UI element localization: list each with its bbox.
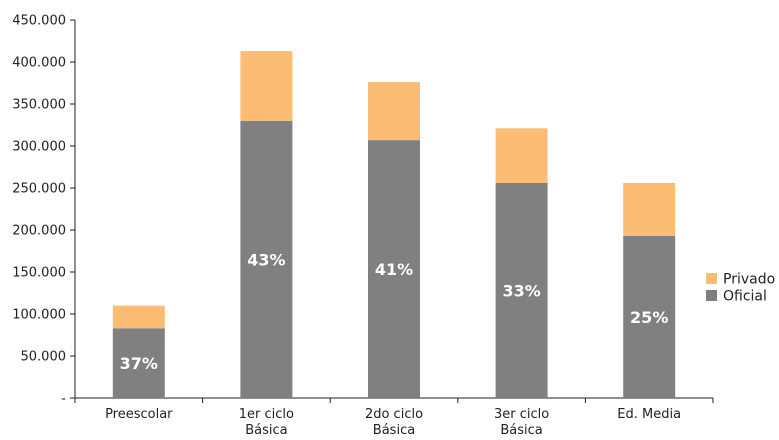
y-tick-label: 250.000 xyxy=(12,182,66,197)
bar-data-label: 33% xyxy=(502,281,540,300)
bar-privado xyxy=(240,51,293,121)
legend-swatch xyxy=(706,290,717,301)
x-tick-label: Básica xyxy=(245,423,287,438)
y-tick-label: 50.000 xyxy=(21,350,67,365)
x-tick-label: Preescolar xyxy=(105,407,173,422)
y-tick-label: 100.000 xyxy=(12,308,66,323)
bar-oficial xyxy=(623,235,676,398)
y-tick-label: 150.000 xyxy=(12,266,66,281)
bar-data-label: 37% xyxy=(120,354,158,373)
y-tick-label: 400.000 xyxy=(12,56,66,71)
bar-privado xyxy=(495,128,548,183)
chart-axes: - 50.000 100.000 150.000 200.000 250.000 300.0… xyxy=(12,14,714,438)
chart-bars xyxy=(112,51,676,399)
legend-swatch xyxy=(706,273,717,284)
y-tick-label: 300.000 xyxy=(12,140,66,155)
x-tick-label: Básica xyxy=(373,423,415,438)
y-tick-label: 200.000 xyxy=(12,224,66,239)
bar-data-label: 43% xyxy=(247,250,285,269)
y-tick-label: - xyxy=(61,392,66,407)
x-tick-label: 3er ciclo xyxy=(494,407,549,422)
y-tick-label: 450.000 xyxy=(12,14,66,29)
bar-oficial xyxy=(495,182,548,398)
legend-label: Oficial xyxy=(723,289,767,305)
bar-data-label: 25% xyxy=(630,308,668,327)
bar-privado xyxy=(623,182,676,236)
bar-privado xyxy=(112,305,165,329)
x-tick-label: Ed. Media xyxy=(617,407,681,422)
bar-oficial xyxy=(112,328,165,398)
x-tick-label: 2do ciclo xyxy=(365,407,423,422)
x-tick-label: Básica xyxy=(500,423,542,438)
bar-data-label: 41% xyxy=(375,260,413,279)
legend-label: Privado xyxy=(723,272,775,288)
chart-labels: 37% 43% 41% 33% 25% xyxy=(120,250,669,373)
bar-oficial xyxy=(368,140,420,398)
y-tick-label: 350.000 xyxy=(12,98,66,113)
bar-privado xyxy=(368,82,420,141)
bar-oficial xyxy=(240,120,293,399)
x-tick-label: 1er ciclo xyxy=(239,407,294,422)
